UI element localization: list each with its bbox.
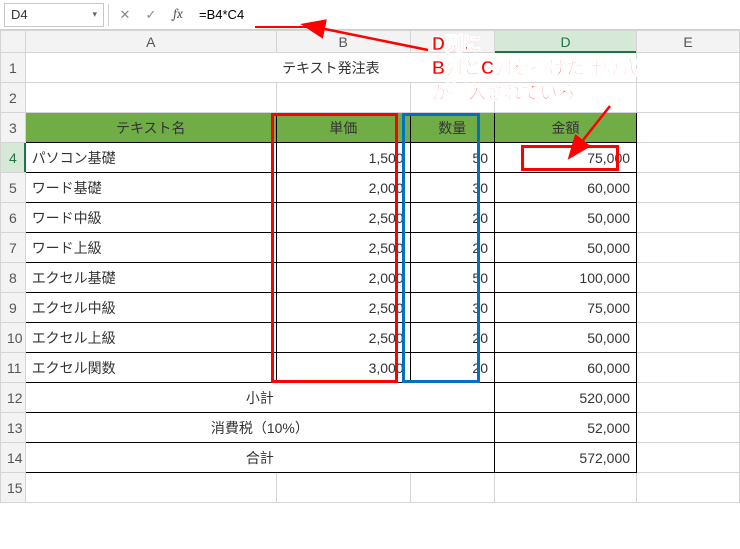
name-box[interactable]: D4 ▾ — [4, 3, 104, 27]
cell-name[interactable]: ワード中級 — [25, 203, 276, 233]
cell-amount[interactable]: 75,000 — [495, 293, 637, 323]
row-header[interactable]: 10 — [1, 323, 26, 353]
cell-price[interactable]: 2,500 — [276, 323, 410, 353]
callout-line3: が挿入されている — [432, 83, 575, 103]
annotation-formula-underline — [255, 26, 311, 28]
row-header[interactable]: 11 — [1, 353, 26, 383]
formula-bar: D4 ▾ ✕ ✓ fx — [0, 0, 740, 30]
cell[interactable] — [637, 263, 740, 293]
header-price[interactable]: 単価 — [276, 113, 410, 143]
row-header[interactable]: 13 — [1, 413, 26, 443]
cell-price[interactable]: 2,500 — [276, 293, 410, 323]
cell-amount[interactable]: 50,000 — [495, 233, 637, 263]
row-header[interactable]: 1 — [1, 53, 26, 83]
cell-qty[interactable]: 20 — [410, 233, 494, 263]
cell-qty[interactable]: 20 — [410, 323, 494, 353]
cell[interactable] — [637, 173, 740, 203]
cell[interactable] — [637, 293, 740, 323]
cell-reference: D4 — [11, 7, 28, 22]
total-value[interactable]: 572,000 — [495, 443, 637, 473]
cell[interactable] — [637, 83, 740, 113]
callout-line1: D列に — [432, 34, 481, 54]
cell[interactable] — [637, 233, 740, 263]
cell[interactable] — [637, 203, 740, 233]
cell-amount[interactable]: 100,000 — [495, 263, 637, 293]
cell-name[interactable]: パソコン基礎 — [25, 143, 276, 173]
cell[interactable] — [276, 473, 410, 503]
col-header-a[interactable]: A — [25, 31, 276, 53]
cell[interactable] — [637, 473, 740, 503]
enter-icon[interactable]: ✓ — [139, 3, 163, 27]
cell-qty[interactable]: 50 — [410, 143, 494, 173]
cell-price[interactable]: 2,500 — [276, 203, 410, 233]
cell-price[interactable]: 1,500 — [276, 143, 410, 173]
cell[interactable] — [637, 143, 740, 173]
cell-qty[interactable]: 20 — [410, 203, 494, 233]
row-header[interactable]: 8 — [1, 263, 26, 293]
cell[interactable] — [637, 113, 740, 143]
cell-price[interactable]: 2,000 — [276, 263, 410, 293]
total-label[interactable]: 合計 — [25, 443, 494, 473]
row-header[interactable]: 7 — [1, 233, 26, 263]
cell-amount[interactable]: 50,000 — [495, 323, 637, 353]
cell-name[interactable]: ワード上級 — [25, 233, 276, 263]
callout-line2: B列とC列を掛けた計算式 — [432, 58, 638, 78]
cell-name[interactable]: エクセル中級 — [25, 293, 276, 323]
cell-amount-d4[interactable]: 75,000 — [495, 143, 637, 173]
row-header[interactable]: 3 — [1, 113, 26, 143]
col-header-e[interactable]: E — [637, 31, 740, 53]
row-header[interactable]: 14 — [1, 443, 26, 473]
annotation-callout: D列に B列とC列を掛けた計算式 が挿入されている — [432, 32, 638, 105]
cell[interactable] — [25, 83, 276, 113]
row-header[interactable]: 4 — [1, 143, 26, 173]
cell[interactable] — [637, 53, 740, 83]
select-all-corner[interactable] — [1, 31, 26, 53]
subtotal-label[interactable]: 小計 — [25, 383, 494, 413]
cell-amount[interactable]: 50,000 — [495, 203, 637, 233]
row-header[interactable]: 2 — [1, 83, 26, 113]
tax-label[interactable]: 消費税（10%） — [25, 413, 494, 443]
cell-name[interactable]: エクセル基礎 — [25, 263, 276, 293]
cell-qty[interactable]: 30 — [410, 293, 494, 323]
cell[interactable] — [276, 83, 410, 113]
cell-price[interactable]: 2,000 — [276, 173, 410, 203]
cell[interactable] — [25, 473, 276, 503]
cell-price[interactable]: 3,000 — [276, 353, 410, 383]
header-name[interactable]: テキスト名 — [25, 113, 276, 143]
cell-name[interactable]: ワード基礎 — [25, 173, 276, 203]
tax-value[interactable]: 52,000 — [495, 413, 637, 443]
cell-qty[interactable]: 20 — [410, 353, 494, 383]
fx-icon[interactable]: fx — [165, 3, 191, 27]
cell-amount[interactable]: 60,000 — [495, 173, 637, 203]
cell[interactable] — [637, 383, 740, 413]
cell[interactable] — [410, 473, 494, 503]
cell[interactable] — [637, 443, 740, 473]
row-header[interactable]: 6 — [1, 203, 26, 233]
subtotal-value[interactable]: 520,000 — [495, 383, 637, 413]
cell-name[interactable]: エクセル上級 — [25, 323, 276, 353]
separator — [108, 4, 109, 26]
cell-amount[interactable]: 60,000 — [495, 353, 637, 383]
cell-price[interactable]: 2,500 — [276, 233, 410, 263]
cell-qty[interactable]: 50 — [410, 263, 494, 293]
cell-name[interactable]: エクセル関数 — [25, 353, 276, 383]
cell-qty[interactable]: 30 — [410, 173, 494, 203]
cell[interactable] — [637, 413, 740, 443]
cell[interactable] — [637, 353, 740, 383]
row-header[interactable]: 5 — [1, 173, 26, 203]
formula-input[interactable] — [193, 3, 736, 27]
chevron-down-icon[interactable]: ▾ — [92, 9, 97, 20]
row-header[interactable]: 9 — [1, 293, 26, 323]
cell[interactable] — [495, 473, 637, 503]
header-amount[interactable]: 金額 — [495, 113, 637, 143]
row-header[interactable]: 15 — [1, 473, 26, 503]
row-header[interactable]: 12 — [1, 383, 26, 413]
cell[interactable] — [637, 323, 740, 353]
cancel-icon[interactable]: ✕ — [113, 3, 137, 27]
col-header-b[interactable]: B — [276, 31, 410, 53]
header-qty[interactable]: 数量 — [410, 113, 494, 143]
